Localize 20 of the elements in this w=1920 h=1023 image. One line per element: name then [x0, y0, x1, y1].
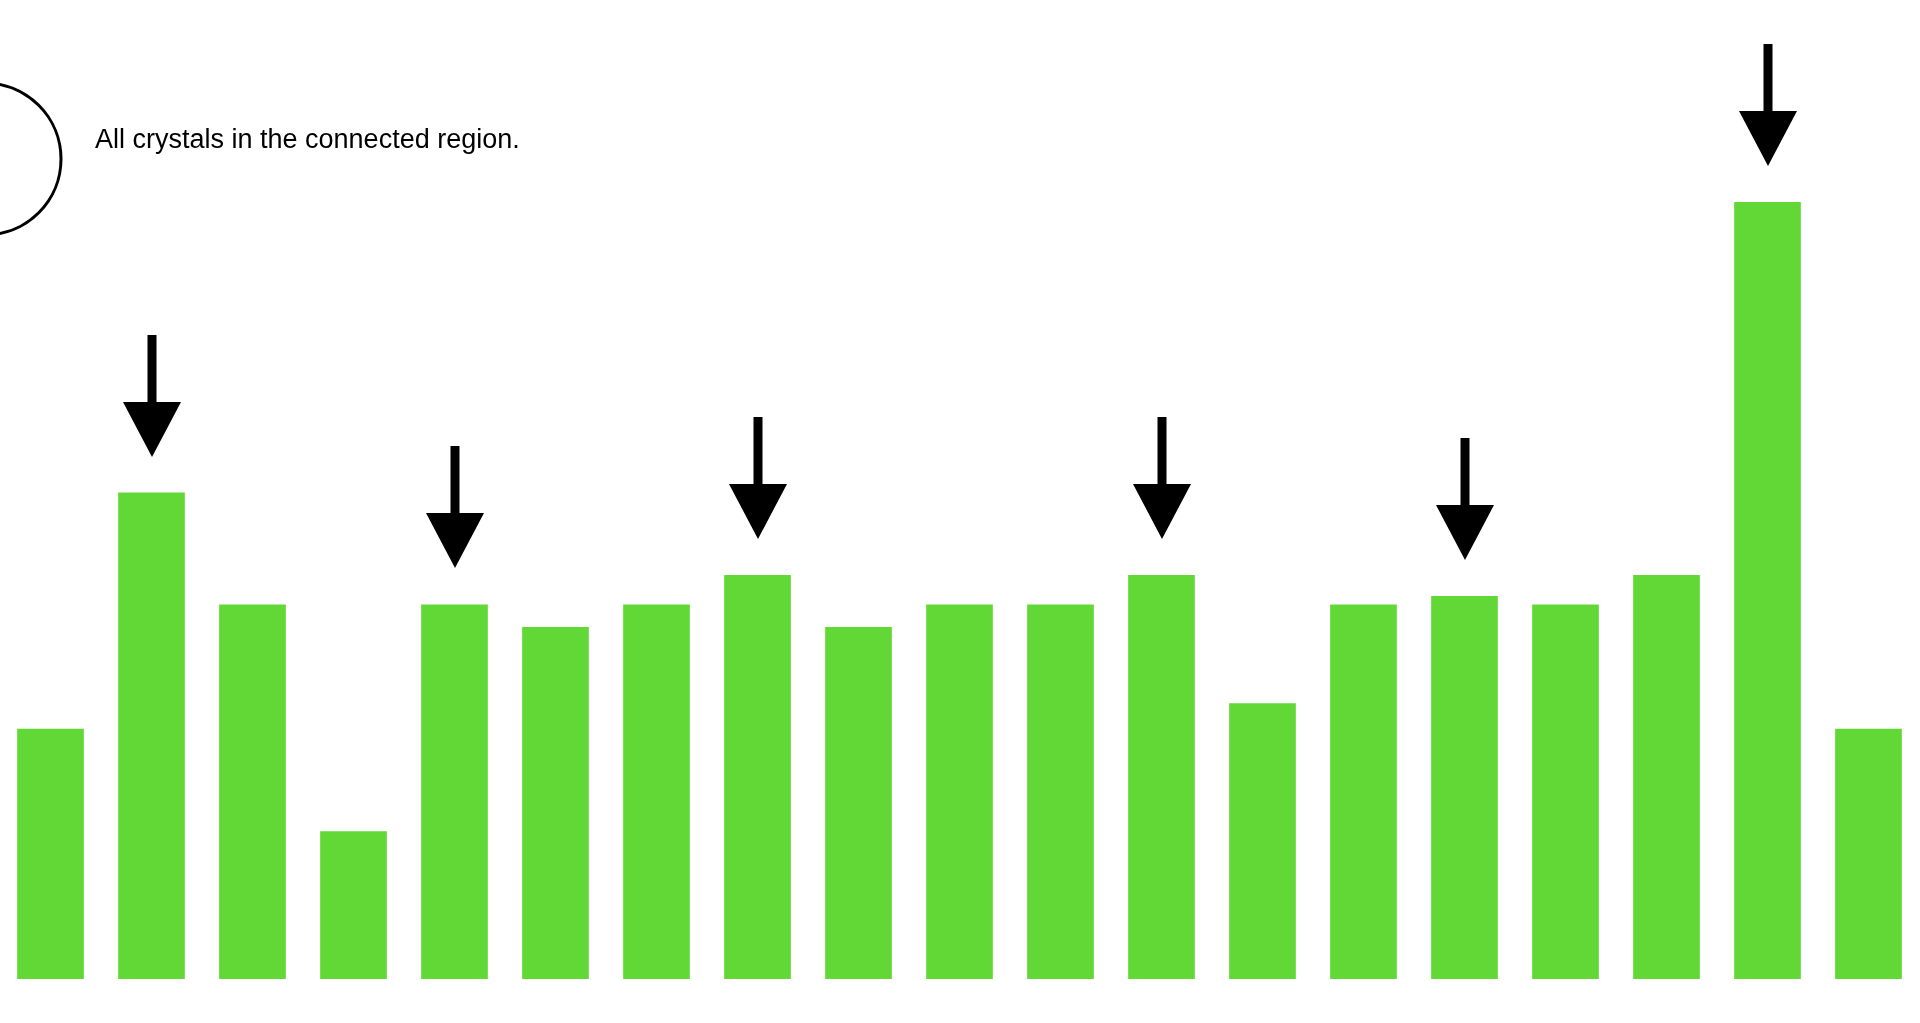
bar [1532, 604, 1599, 979]
bar [118, 492, 185, 979]
bar [623, 604, 690, 979]
bar [724, 574, 791, 979]
bar [1128, 574, 1195, 979]
bar [320, 831, 387, 979]
text: All crystals in the connected region. [95, 124, 520, 155]
bar [1027, 604, 1094, 979]
bar [1229, 703, 1296, 979]
bar [926, 604, 993, 979]
bar [17, 728, 84, 979]
bar [825, 627, 892, 979]
bar [1633, 574, 1700, 979]
bar [219, 604, 286, 979]
bar [421, 604, 488, 979]
bar [1734, 202, 1801, 979]
bar [1431, 595, 1498, 979]
bar [1330, 604, 1397, 979]
bar [522, 627, 589, 979]
bar [1835, 728, 1902, 979]
